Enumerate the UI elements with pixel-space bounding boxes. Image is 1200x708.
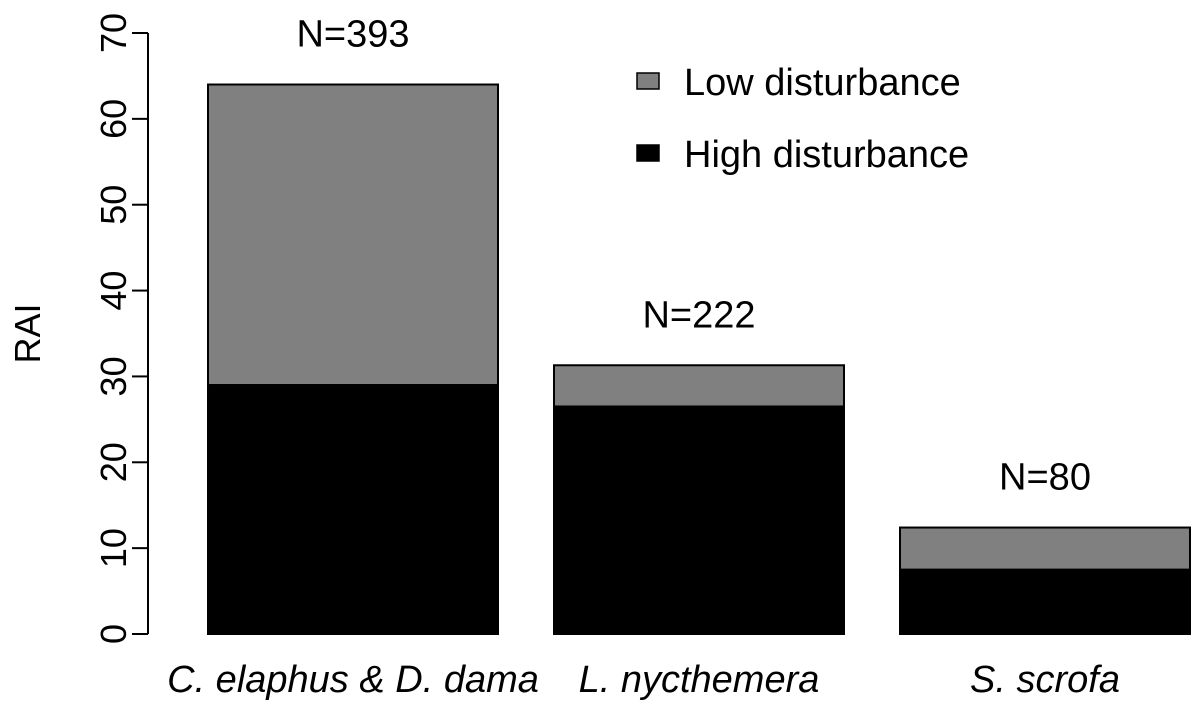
category-label: S. scrofa	[970, 659, 1120, 701]
category-label: C. elaphus & D. dama	[167, 659, 539, 701]
n-annotation: N=222	[642, 294, 755, 336]
n-annotation: N=393	[296, 14, 409, 56]
bar-segment	[553, 364, 845, 408]
legend-swatch	[636, 144, 660, 162]
y-tick-label: 10	[93, 528, 134, 568]
y-tick-label: 20	[93, 442, 134, 482]
category-labels: C. elaphus & D. dama L. nycthemera S. scro…	[167, 659, 1120, 701]
y-axis: 0 10 20 30 40 50 60 70	[93, 13, 149, 644]
y-tick-label: 30	[93, 356, 134, 396]
bar-segment	[553, 405, 845, 635]
y-axis-label: RAI	[7, 303, 48, 363]
legend-swatch	[636, 72, 660, 90]
y-tick-label: 70	[93, 13, 134, 53]
legend-entry: High disturbance	[684, 134, 969, 176]
y-tick-label: 60	[93, 99, 134, 139]
bar-segment	[899, 526, 1191, 571]
n-annotations: N=393 N=222 N=80	[296, 14, 1090, 499]
category-label: L. nycthemera	[579, 659, 820, 701]
y-tick-label: 40	[93, 271, 134, 311]
bar-segment	[899, 568, 1191, 635]
y-tick-label: 0	[93, 624, 134, 644]
legend: Low disturbance High disturbance	[636, 62, 969, 176]
bar-segment	[207, 384, 499, 635]
n-annotation: N=80	[999, 457, 1091, 499]
bar-segment	[207, 83, 499, 387]
bars	[207, 83, 1191, 635]
y-tick-label: 50	[93, 185, 134, 225]
legend-entry: Low disturbance	[684, 62, 961, 104]
